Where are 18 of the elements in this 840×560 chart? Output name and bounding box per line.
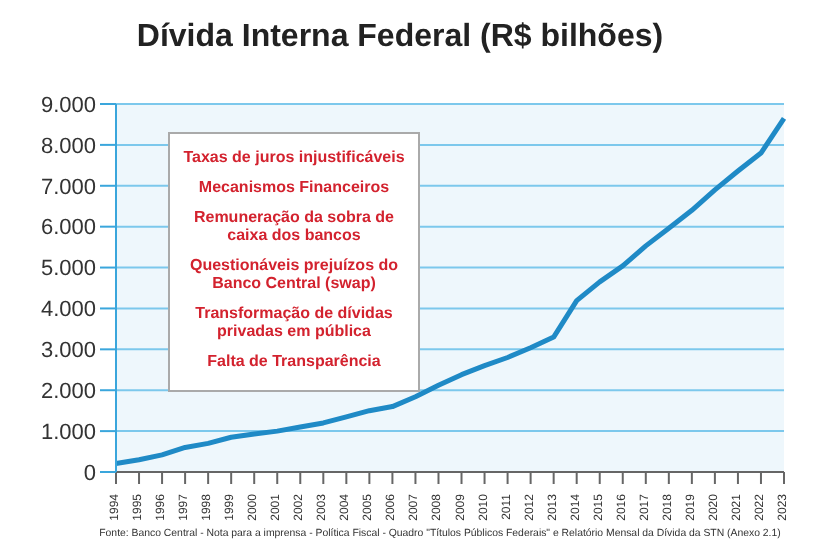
y-tick-label: 0 [83,461,96,486]
y-tick-label: 9.000 [40,93,96,118]
line-series [113,115,787,466]
y-tick-label: 6.000 [40,216,96,241]
chart-title: Dívida Interna Federal (R$ bilhões) [134,20,666,56]
y-tick-label: 3.000 [40,339,96,364]
annotation: Transformação de dívidas privadas em pública [193,304,395,340]
annotation: Questionáveis prejuízos do Banco Central (swap) [187,256,401,292]
y-tick-label: 4.000 [40,298,96,323]
y-tick-label: 7.000 [40,175,96,200]
y-tick-label: 2.000 [40,380,96,405]
annotation: Falta de Transparência [205,352,383,370]
annotation: Taxas de juros injustificáveis [181,148,407,166]
y-tick-label: 1.000 [40,420,96,445]
annotation: Mecanismos Financeiros [196,178,392,196]
y-tick-label: 8.000 [40,134,96,159]
y-tick-label: 5.000 [40,257,96,282]
annotation: Remuneração da sobra de caixa dos bancos [191,208,397,244]
